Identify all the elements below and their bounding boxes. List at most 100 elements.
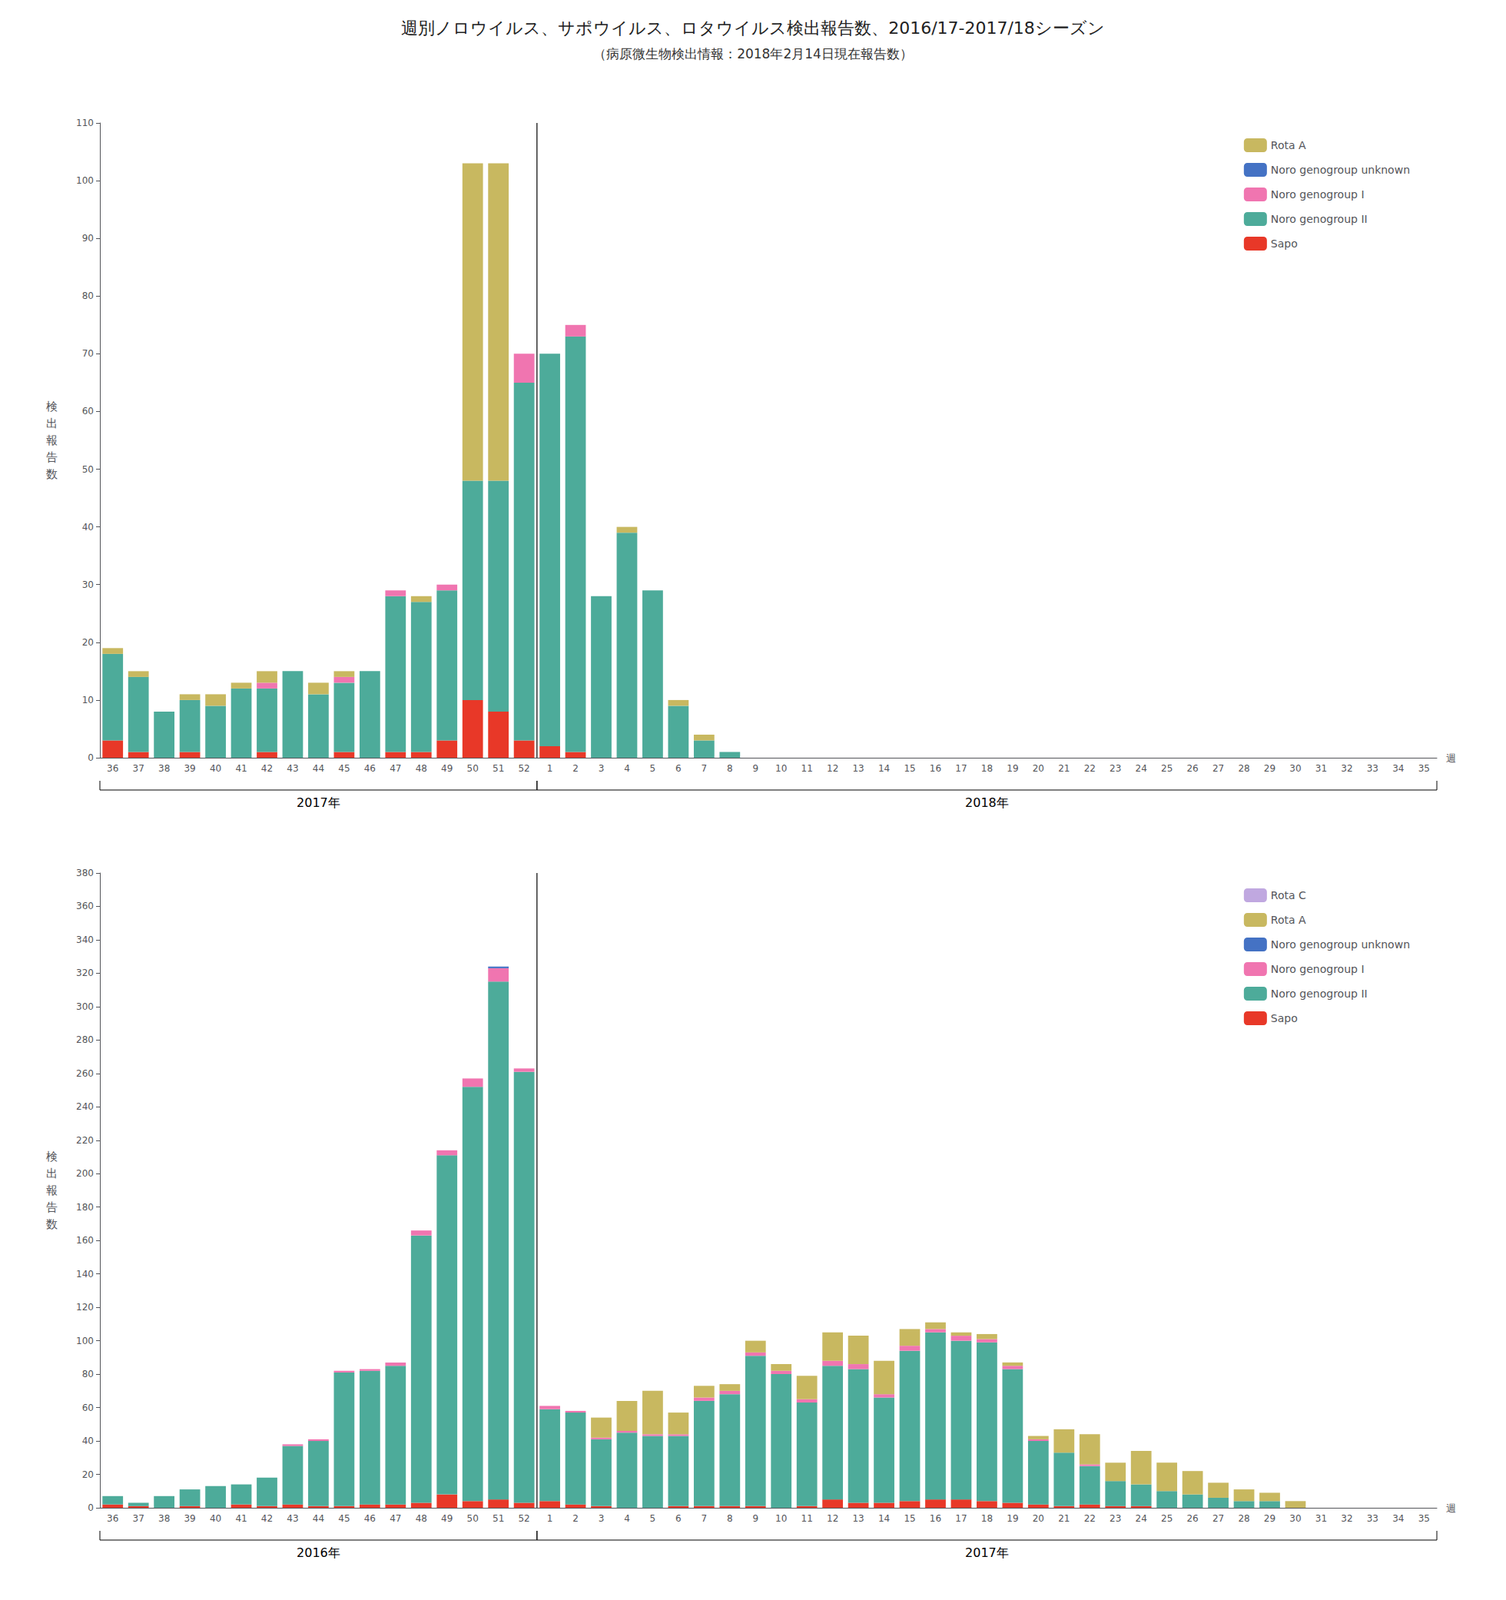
svg-text:22: 22 bbox=[1084, 1512, 1096, 1524]
svg-text:26: 26 bbox=[1186, 1512, 1198, 1524]
svg-text:4: 4 bbox=[623, 1512, 631, 1524]
svg-text:37: 37 bbox=[132, 1512, 145, 1524]
svg-text:30: 30 bbox=[1289, 1512, 1301, 1524]
svg-text:（病原微生物検出情報：2018年2月14日現在報告数）: （病原微生物検出情報：2018年2月14日現在報告数） bbox=[593, 46, 913, 62]
svg-text:110: 110 bbox=[76, 117, 94, 129]
svg-text:39: 39 bbox=[183, 762, 196, 774]
svg-text:47: 47 bbox=[389, 1512, 402, 1524]
svg-text:38: 38 bbox=[158, 1512, 170, 1524]
svg-text:50: 50 bbox=[467, 1512, 479, 1524]
svg-text:49: 49 bbox=[441, 762, 453, 774]
svg-text:100: 100 bbox=[76, 1335, 94, 1347]
svg-text:35: 35 bbox=[1418, 1512, 1430, 1524]
svg-text:100: 100 bbox=[76, 175, 94, 186]
svg-text:数: 数 bbox=[46, 1217, 58, 1231]
svg-text:180: 180 bbox=[76, 1201, 94, 1213]
svg-text:2016年: 2016年 bbox=[296, 1545, 341, 1560]
svg-text:20: 20 bbox=[1032, 1512, 1045, 1524]
svg-text:14: 14 bbox=[878, 762, 890, 774]
svg-text:160: 160 bbox=[76, 1234, 94, 1246]
svg-text:20: 20 bbox=[82, 636, 94, 648]
svg-text:45: 45 bbox=[338, 762, 350, 774]
svg-text:25: 25 bbox=[1161, 762, 1173, 774]
svg-text:90: 90 bbox=[82, 232, 94, 244]
svg-text:32: 32 bbox=[1340, 762, 1353, 774]
svg-text:告: 告 bbox=[46, 1200, 58, 1215]
svg-text:43: 43 bbox=[286, 1512, 299, 1524]
svg-text:2017年: 2017年 bbox=[296, 795, 341, 810]
svg-text:週: 週 bbox=[1446, 1502, 1457, 1514]
svg-text:49: 49 bbox=[441, 1512, 453, 1524]
svg-text:3: 3 bbox=[598, 762, 605, 774]
svg-text:21: 21 bbox=[1058, 1512, 1070, 1524]
svg-text:0: 0 bbox=[87, 752, 94, 763]
svg-text:Rota C: Rota C bbox=[1270, 889, 1307, 902]
svg-text:28: 28 bbox=[1237, 762, 1250, 774]
svg-text:260: 260 bbox=[76, 1068, 94, 1079]
svg-text:20: 20 bbox=[1032, 762, 1045, 774]
svg-text:2018年: 2018年 bbox=[965, 795, 1009, 810]
svg-text:Noro genogroup I: Noro genogroup I bbox=[1270, 962, 1365, 976]
svg-text:報: 報 bbox=[46, 433, 58, 448]
svg-text:告: 告 bbox=[46, 450, 58, 465]
svg-text:出: 出 bbox=[46, 1166, 58, 1181]
svg-text:360: 360 bbox=[76, 900, 94, 912]
svg-text:11: 11 bbox=[801, 762, 813, 774]
svg-text:数: 数 bbox=[46, 467, 58, 481]
svg-text:9: 9 bbox=[752, 1512, 759, 1524]
svg-text:31: 31 bbox=[1315, 762, 1327, 774]
svg-text:120: 120 bbox=[76, 1301, 94, 1313]
svg-text:Rota A: Rota A bbox=[1270, 913, 1307, 926]
svg-text:35: 35 bbox=[1418, 762, 1430, 774]
svg-text:31: 31 bbox=[1315, 1512, 1327, 1524]
svg-text:220: 220 bbox=[76, 1134, 94, 1146]
svg-text:43: 43 bbox=[286, 762, 299, 774]
svg-text:9: 9 bbox=[752, 762, 759, 774]
svg-text:300: 300 bbox=[76, 1001, 94, 1012]
svg-text:280: 280 bbox=[76, 1034, 94, 1045]
svg-text:8: 8 bbox=[726, 762, 734, 774]
svg-text:17: 17 bbox=[955, 1512, 967, 1524]
svg-text:5: 5 bbox=[650, 1512, 657, 1524]
svg-text:26: 26 bbox=[1186, 762, 1198, 774]
svg-text:50: 50 bbox=[82, 464, 94, 475]
svg-text:13: 13 bbox=[852, 1512, 864, 1524]
svg-text:41: 41 bbox=[235, 1512, 247, 1524]
svg-text:15: 15 bbox=[903, 1512, 916, 1524]
svg-text:6: 6 bbox=[675, 1512, 682, 1524]
svg-text:47: 47 bbox=[389, 762, 402, 774]
svg-text:1: 1 bbox=[547, 762, 554, 774]
svg-text:44: 44 bbox=[312, 762, 325, 774]
svg-text:42: 42 bbox=[261, 1512, 273, 1524]
svg-text:3: 3 bbox=[598, 1512, 605, 1524]
svg-text:380: 380 bbox=[76, 867, 94, 879]
svg-text:28: 28 bbox=[1237, 1512, 1250, 1524]
svg-text:Noro genogroup unknown: Noro genogroup unknown bbox=[1270, 163, 1410, 176]
svg-text:17: 17 bbox=[955, 762, 967, 774]
svg-text:出: 出 bbox=[46, 416, 58, 431]
svg-text:30: 30 bbox=[82, 579, 94, 591]
svg-text:11: 11 bbox=[801, 1512, 813, 1524]
svg-text:22: 22 bbox=[1084, 762, 1096, 774]
svg-text:18: 18 bbox=[981, 762, 993, 774]
svg-text:50: 50 bbox=[467, 762, 479, 774]
svg-text:70: 70 bbox=[82, 348, 94, 359]
svg-text:18: 18 bbox=[981, 1512, 993, 1524]
svg-text:36: 36 bbox=[106, 1512, 119, 1524]
svg-text:33: 33 bbox=[1366, 762, 1379, 774]
svg-text:40: 40 bbox=[209, 1512, 222, 1524]
svg-text:27: 27 bbox=[1212, 762, 1225, 774]
svg-text:Noro genogroup II: Noro genogroup II bbox=[1270, 987, 1368, 1000]
svg-text:7: 7 bbox=[701, 1512, 708, 1524]
svg-text:40: 40 bbox=[209, 762, 222, 774]
svg-text:34: 34 bbox=[1392, 762, 1404, 774]
svg-text:23: 23 bbox=[1109, 1512, 1122, 1524]
svg-text:10: 10 bbox=[775, 1512, 787, 1524]
svg-text:8: 8 bbox=[726, 1512, 734, 1524]
svg-text:2: 2 bbox=[572, 1512, 579, 1524]
svg-text:340: 340 bbox=[76, 934, 94, 946]
svg-text:16: 16 bbox=[929, 762, 942, 774]
svg-text:40: 40 bbox=[82, 1435, 94, 1447]
svg-text:15: 15 bbox=[903, 762, 916, 774]
svg-text:52: 52 bbox=[517, 762, 530, 774]
